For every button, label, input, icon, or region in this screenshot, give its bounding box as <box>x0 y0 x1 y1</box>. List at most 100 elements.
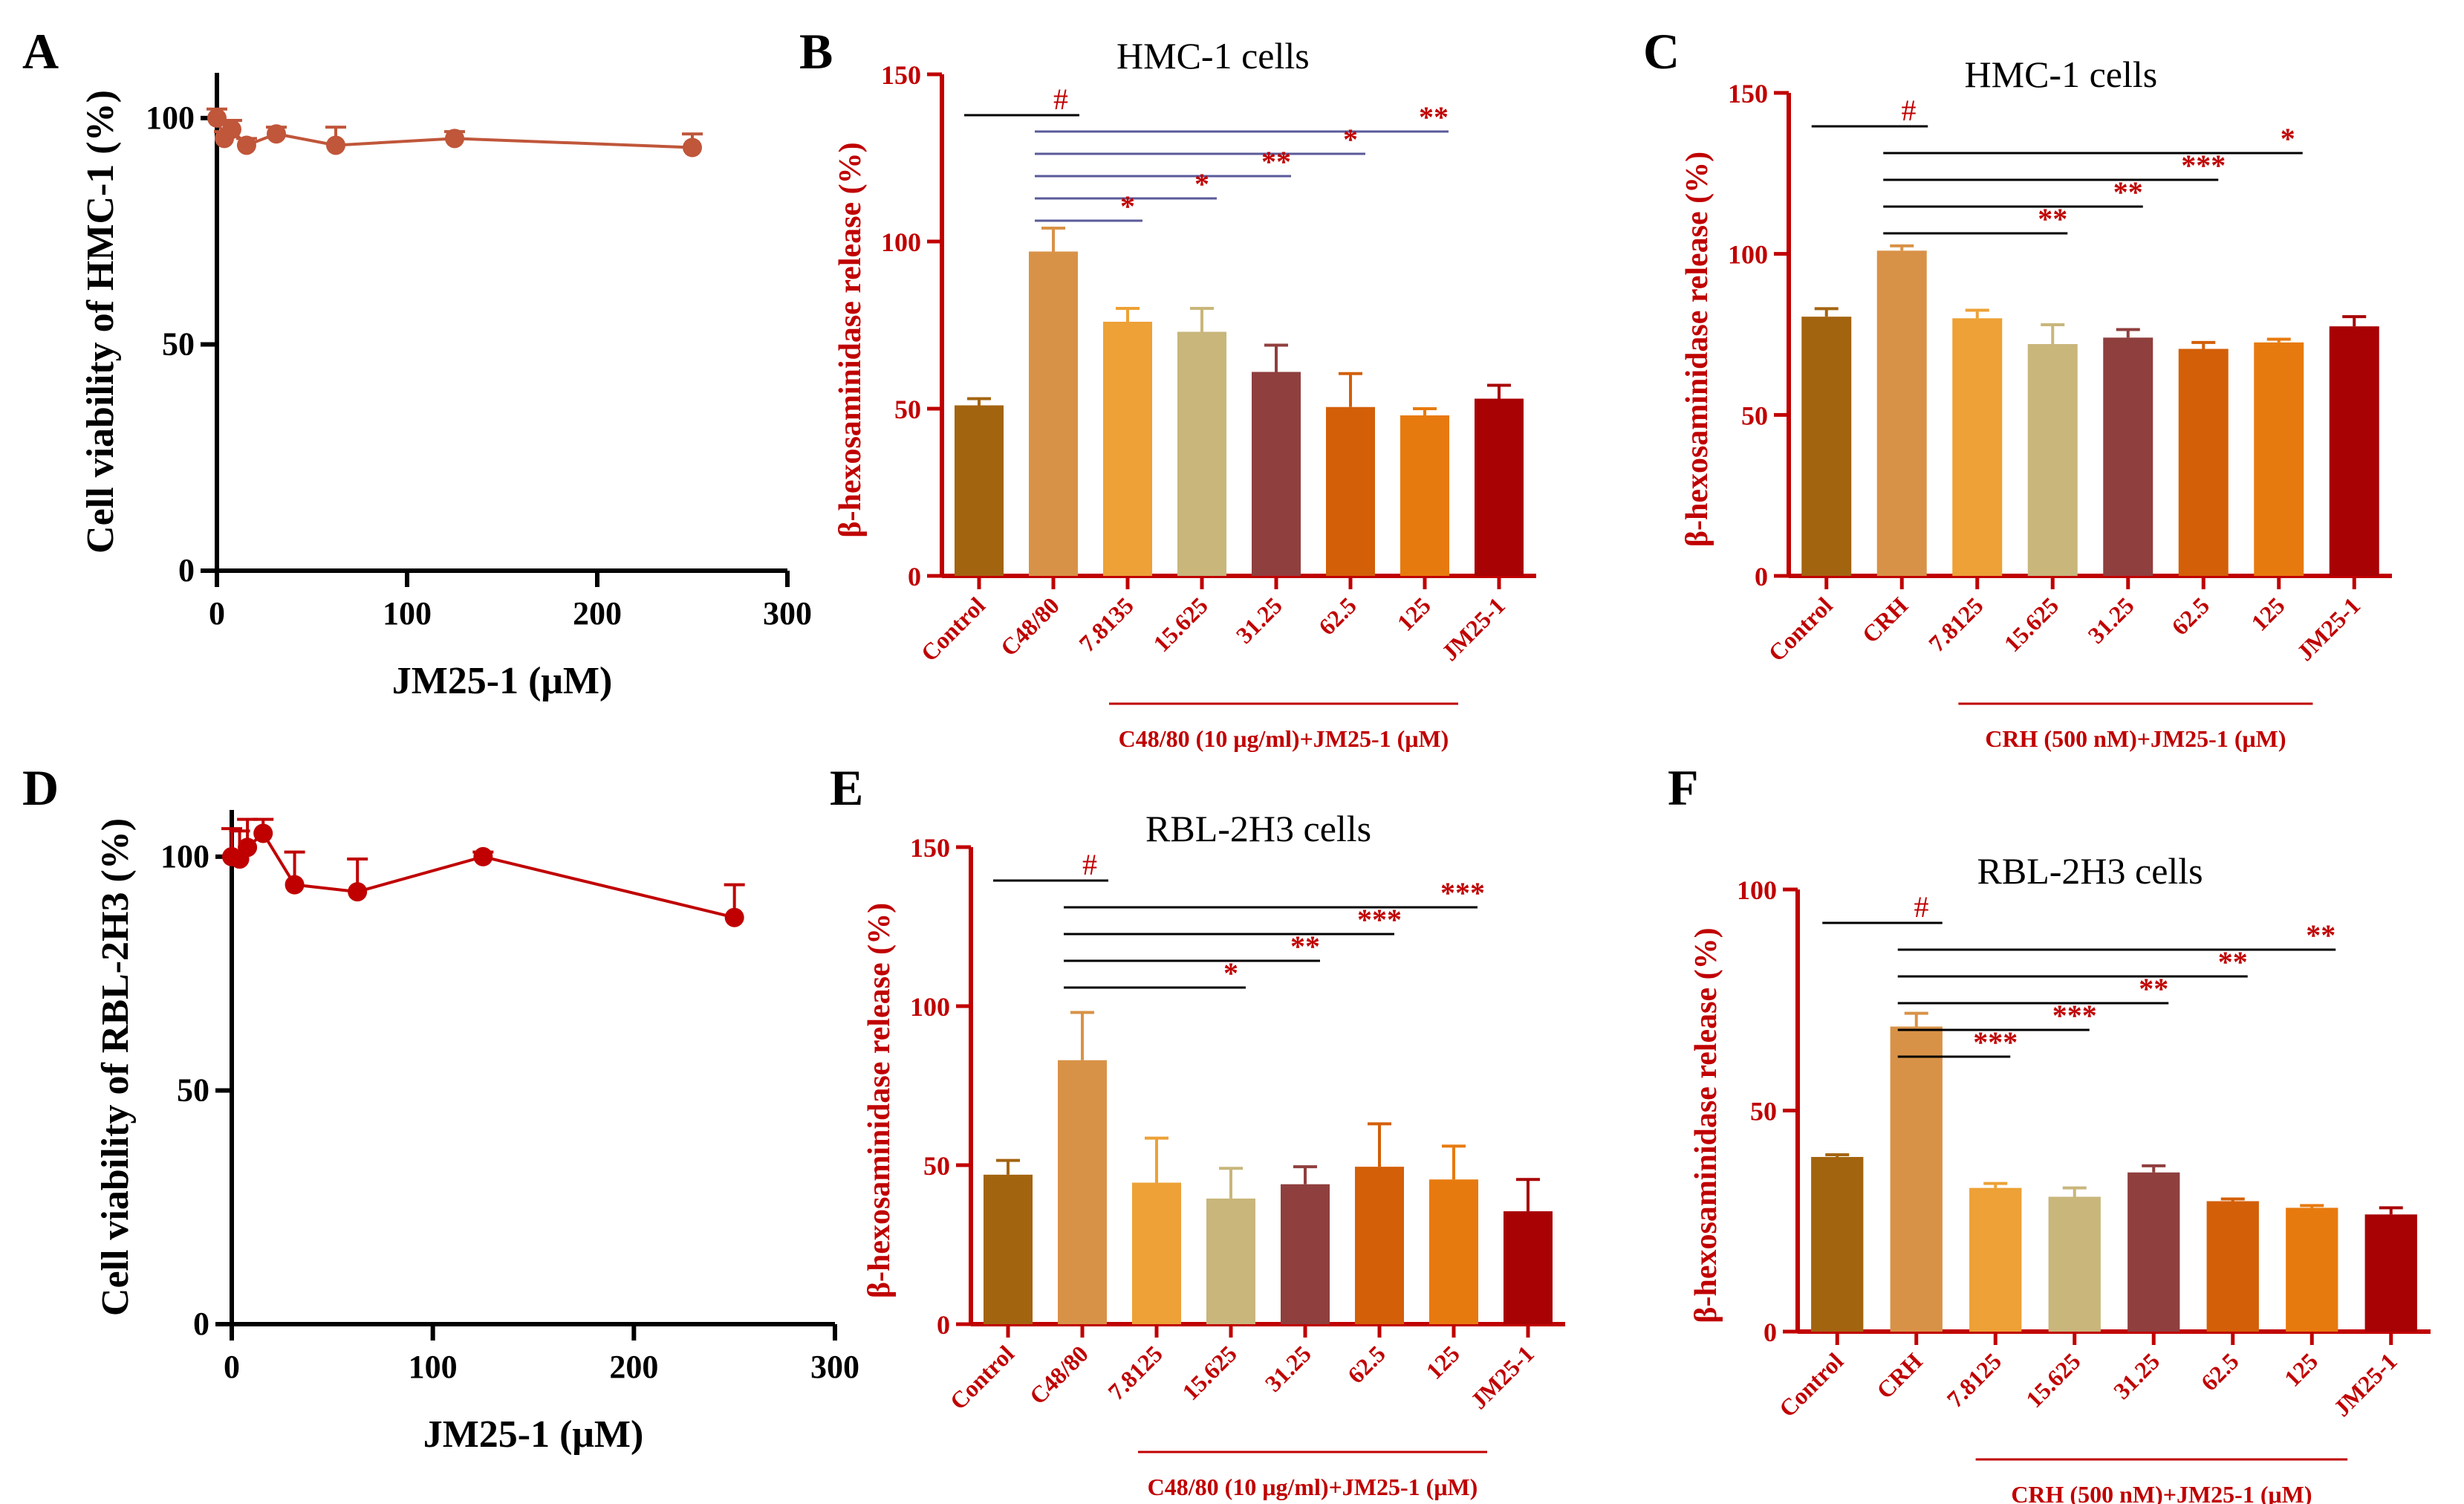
bar-8 <box>1475 398 1524 576</box>
y-tick-label: 0 <box>193 1306 209 1342</box>
panel-letter-d: D <box>22 759 59 816</box>
data-point <box>473 846 493 866</box>
y-tick-label: 150 <box>881 60 921 90</box>
x-tick-label: Control <box>915 591 990 667</box>
data-point <box>326 135 345 155</box>
bar-8 <box>1504 1211 1553 1324</box>
x-axis-label: JM25-1 (μM) <box>423 1413 644 1456</box>
significance-mark: * <box>1223 956 1238 990</box>
x-tick-label: 7.8125 <box>1923 591 1989 657</box>
panel-letter-e: E <box>830 759 863 816</box>
data-line <box>231 831 735 919</box>
x-axis-label: C48/80 (10 μg/ml)+JM25-1 (μM) <box>1148 1474 1478 1500</box>
significance-mark: * <box>2281 122 2295 155</box>
y-tick-label: 0 <box>1764 1317 1777 1347</box>
x-tick-label: JM25-1 <box>2292 591 2366 666</box>
data-point <box>724 907 744 927</box>
bar-3 <box>1952 318 2003 576</box>
panel-a: A 0 50 100 0 100 200 300 Cell viability of HMC-1… <box>22 23 812 702</box>
x-tick-label: 62.5 <box>1342 1340 1391 1388</box>
chart-title: RBL-2H3 cells <box>1977 850 2203 892</box>
y-tick-label: 50 <box>923 1151 950 1181</box>
hash-mark: # <box>1082 848 1097 881</box>
y-tick-label: 150 <box>1728 79 1768 108</box>
bar-6 <box>1326 406 1375 576</box>
x-axis-label: C48/80 (10 μg/ml)+JM25-1 (μM) <box>1119 725 1449 752</box>
bar-5 <box>1252 372 1301 576</box>
data-point <box>445 129 464 149</box>
significance-mark: ** <box>2038 202 2067 236</box>
data-point <box>253 823 273 843</box>
data-point <box>207 108 227 128</box>
bar-2 <box>1029 251 1078 576</box>
y-axis-label: β-hexosaminidase release (%) <box>833 142 868 537</box>
x-tick-label: 100 <box>383 595 432 632</box>
bar-8 <box>2329 326 2379 576</box>
significance-mark: ** <box>1261 145 1291 178</box>
significance-mark: * <box>1343 123 1358 156</box>
y-tick-label: 0 <box>908 562 921 591</box>
y-tick-label: 0 <box>937 1310 950 1340</box>
significance-mark: ** <box>2113 175 2143 209</box>
y-tick-label: 100 <box>881 227 921 257</box>
bar-7 <box>2254 342 2304 576</box>
y-tick-label: 50 <box>894 395 921 424</box>
bar-1 <box>955 405 1004 576</box>
y-tick-label: 50 <box>1741 401 1768 430</box>
bar-4 <box>1177 331 1226 576</box>
chart-title: HMC-1 cells <box>1965 54 2158 95</box>
hash-mark: # <box>1902 94 1917 127</box>
x-tick-label: 200 <box>609 1349 658 1385</box>
bar-4 <box>2027 344 2078 576</box>
y-axis-label: Cell viability of RBL-2H3 (%) <box>94 818 137 1316</box>
significance-mark: ** <box>2139 972 2168 1005</box>
x-tick-label: 200 <box>573 595 622 632</box>
data-point <box>285 875 305 895</box>
bar-6 <box>1355 1167 1404 1324</box>
x-tick-label: CRH <box>1871 1347 1928 1404</box>
y-tick-label: 50 <box>1750 1097 1777 1127</box>
data-point <box>236 135 256 155</box>
y-tick-label: 150 <box>910 833 950 863</box>
panel-e: E 0 50 100 150 β-hexosaminidase release (%) RB… <box>830 759 1565 1500</box>
bar-3 <box>1103 322 1152 576</box>
x-tick-label: 15.625 <box>1148 591 1213 657</box>
y-tick-label: 0 <box>178 552 195 589</box>
x-tick-label: JM25-1 <box>2328 1347 2402 1422</box>
panel-letter-c: C <box>1643 23 1680 80</box>
bar-3 <box>1132 1182 1181 1324</box>
significance-mark: *** <box>2181 149 2226 182</box>
x-tick-label: 62.5 <box>2196 1347 2244 1396</box>
bar-3 <box>1969 1187 2022 1332</box>
panel-letter-a: A <box>22 23 59 80</box>
panel-c: C 0 50 100 150 β-hexosaminidase release (%) HM… <box>1643 23 2392 752</box>
x-tick-label: CRH <box>1856 591 1913 648</box>
x-tick-label: 125 <box>1421 1340 1465 1384</box>
bar-1 <box>1811 1156 1864 1332</box>
y-tick-label: 100 <box>160 838 209 875</box>
y-tick-label: 100 <box>1737 875 1777 905</box>
y-axis-label: β-hexosaminidase release (%) <box>862 903 897 1298</box>
hash-mark: # <box>1053 82 1068 116</box>
x-tick-label: Control <box>1763 591 1838 667</box>
bar-1 <box>984 1174 1033 1324</box>
chart-title: HMC-1 cells <box>1116 35 1310 77</box>
x-tick-label: 7.8135 <box>1073 591 1139 657</box>
x-tick-label: 125 <box>2279 1347 2323 1391</box>
significance-mark: ** <box>1419 100 1449 134</box>
bar-1 <box>1801 317 1852 576</box>
significance-mark: * <box>1120 189 1135 223</box>
bar-2 <box>1058 1060 1107 1324</box>
x-tick-label: 125 <box>2246 591 2289 635</box>
panel-b: B 0 50 100 150 β-hexosaminidase release (%) HM… <box>799 23 1536 752</box>
y-tick-label: 100 <box>146 100 195 136</box>
y-axis-label: β-hexosaminidase release (%) <box>1680 152 1714 547</box>
x-tick-label: JM25-1 <box>1436 591 1510 666</box>
x-tick-label: 7.8125 <box>1102 1340 1168 1405</box>
x-tick-label: 62.5 <box>1313 591 1362 640</box>
panel-d: D 0 50 100 0 100 200 300 Cell viability of RBL-2… <box>22 759 859 1456</box>
hash-mark: # <box>1914 890 1929 924</box>
bar-6 <box>2178 349 2229 576</box>
x-tick-label: 31.25 <box>1260 1340 1316 1396</box>
x-tick-label: C48/80 <box>1024 1340 1093 1409</box>
